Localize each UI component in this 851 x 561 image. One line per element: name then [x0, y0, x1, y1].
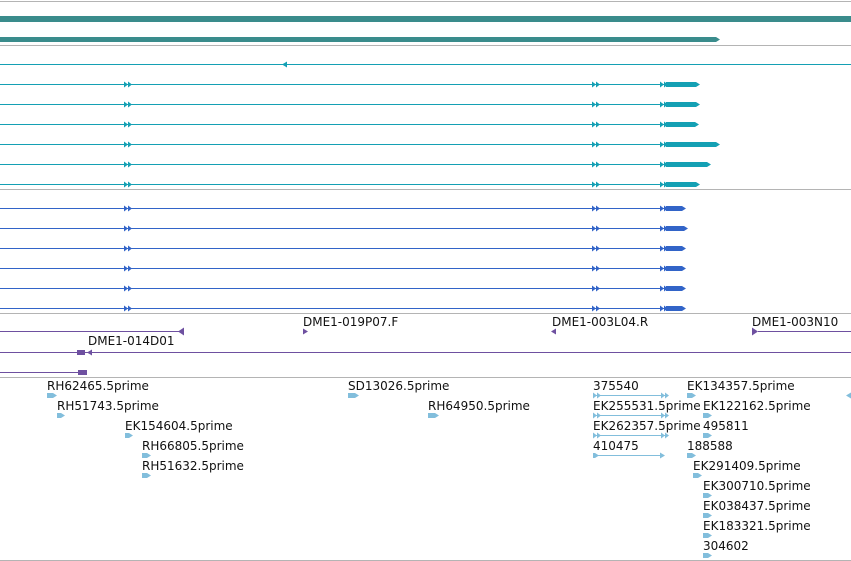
exon-marker: [592, 205, 600, 212]
est-glyph: [703, 533, 712, 538]
est-label-ek291409[interactable]: EK291409.5prime: [693, 459, 801, 473]
clone-label-dme1-003l04r[interactable]: DME1-003L04.R: [552, 315, 649, 329]
exon-marker: [124, 205, 132, 212]
exon-marker: [124, 225, 132, 232]
exon-block: [666, 102, 700, 107]
exon-marker: [124, 265, 132, 272]
est-glyph: [703, 513, 712, 518]
est-glyph: [703, 493, 712, 498]
est-glyph: [703, 413, 712, 418]
exon-block: [666, 182, 700, 187]
est-end-arrow: [660, 452, 665, 459]
est-exon-marker: [593, 392, 601, 399]
est-glyph: [47, 393, 57, 398]
est-glyph: [687, 453, 696, 458]
exon-marker: [592, 121, 600, 128]
clone-end-arrow: [87, 349, 92, 356]
est-label-rh62465[interactable]: RH62465.5prime: [47, 379, 149, 393]
exon-block: [666, 82, 700, 87]
est-label-ek255531[interactable]: EK255531.5prime: [593, 399, 701, 413]
est-label-rh64950[interactable]: RH64950.5prime: [428, 399, 530, 413]
est-label-304602[interactable]: 304602: [703, 539, 749, 553]
exon-marker: [592, 161, 600, 168]
clone-label-dme1-003n10[interactable]: DME1-003N10: [752, 315, 839, 329]
exon-block: [666, 266, 686, 271]
est-glyph: [693, 473, 702, 478]
est-label-ek122162[interactable]: EK122162.5prime: [703, 399, 811, 413]
exon-marker: [124, 245, 132, 252]
exon-marker: [124, 101, 132, 108]
exon-marker: [124, 305, 132, 312]
exon-marker: [124, 81, 132, 88]
exon-block: [666, 226, 688, 231]
exon-block: [666, 306, 686, 311]
exon-marker: [592, 285, 600, 292]
exon-marker: [592, 265, 600, 272]
clone-label-dme1-014d01[interactable]: DME1-014D01: [88, 334, 175, 348]
exon-marker: [124, 161, 132, 168]
est-glyph: [348, 393, 359, 398]
exon-block: [666, 122, 699, 127]
exon-marker: [592, 225, 600, 232]
est-glyph: [142, 453, 151, 458]
est-label-rh51743[interactable]: RH51743.5prime: [57, 399, 159, 413]
gene-model-bar: [0, 37, 720, 42]
est-label-ek038437[interactable]: EK038437.5prime: [703, 499, 811, 513]
clone-end-block: [77, 350, 85, 355]
est-glyph: [593, 453, 599, 458]
exon-marker: [592, 101, 600, 108]
est-label-rh66805[interactable]: RH66805.5prime: [142, 439, 244, 453]
est-glyph: [142, 473, 151, 478]
est-exon-marker: [593, 432, 601, 439]
exon-block: [666, 286, 686, 291]
exon-marker: [592, 81, 600, 88]
exon-marker: [592, 141, 600, 148]
est-exon-marker: [661, 412, 669, 419]
est-offscreen-arrow: [846, 392, 851, 399]
exon-marker: [124, 141, 132, 148]
clone-end-arrow: [303, 328, 308, 335]
exon-marker: [124, 181, 132, 188]
clone-end-block: [78, 370, 87, 375]
exon-block: [666, 142, 720, 147]
exon-block: [666, 162, 711, 167]
transcript-direction-arrow: [282, 61, 287, 68]
exon-marker: [592, 305, 600, 312]
est-glyph: [703, 433, 712, 438]
est-label-375540[interactable]: 375540: [593, 379, 639, 393]
est-label-495811[interactable]: 495811: [703, 419, 749, 433]
est-label-sd13026[interactable]: SD13026.5prime: [348, 379, 450, 393]
clone-end-arrow: [752, 327, 758, 336]
est-label-ek154604[interactable]: EK154604.5prime: [125, 419, 233, 433]
est-glyph: [703, 553, 712, 558]
est-label-ek183321[interactable]: EK183321.5prime: [703, 519, 811, 533]
exon-block: [666, 206, 686, 211]
est-glyph: [125, 433, 133, 438]
est-exon-marker: [593, 412, 601, 419]
exon-marker: [592, 245, 600, 252]
est-label-188588[interactable]: 188588: [687, 439, 733, 453]
est-glyph: [57, 413, 65, 418]
exon-block: [666, 246, 686, 251]
exon-marker: [592, 181, 600, 188]
est-label-ek262357[interactable]: EK262357.5prime: [593, 419, 701, 433]
est-label-410475[interactable]: 410475: [593, 439, 639, 453]
clone-end-arrow: [178, 327, 184, 336]
clone-end-arrow: [551, 328, 556, 335]
est-label-rh51632[interactable]: RH51632.5prime: [142, 459, 244, 473]
clone-label-dme1-019p07f[interactable]: DME1-019P07.F: [303, 315, 399, 329]
est-exon-marker: [661, 392, 669, 399]
est-label-ek134357[interactable]: EK134357.5prime: [687, 379, 795, 393]
exon-marker: [124, 285, 132, 292]
est-exon-marker: [661, 432, 669, 439]
est-glyph: [428, 413, 439, 418]
est-glyph: [687, 393, 696, 398]
est-label-ek300710[interactable]: EK300710.5prime: [703, 479, 811, 493]
exon-marker: [124, 121, 132, 128]
gene-span-bar: [0, 16, 851, 22]
